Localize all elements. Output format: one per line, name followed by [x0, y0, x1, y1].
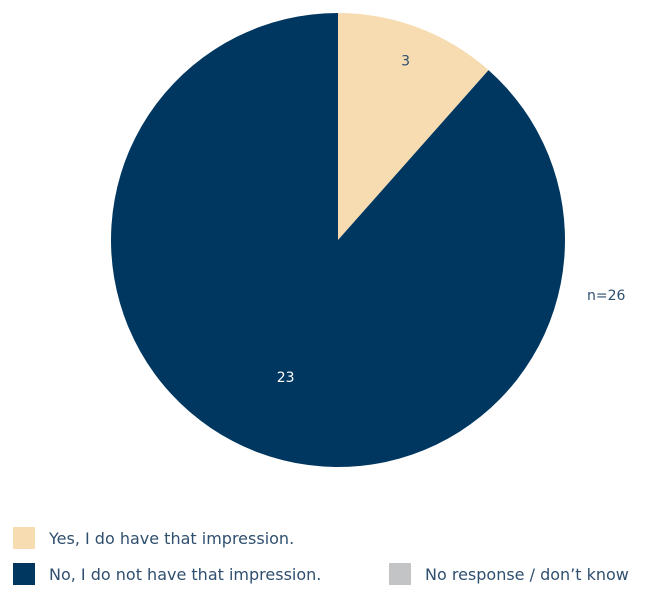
pie-slice-no — [110, 13, 565, 468]
pie-slice-yes — [338, 13, 489, 240]
pie-label-no: 23 — [277, 370, 295, 386]
sample-size-label: n=26 — [587, 288, 626, 304]
pie-label-yes: 3 — [401, 54, 410, 70]
